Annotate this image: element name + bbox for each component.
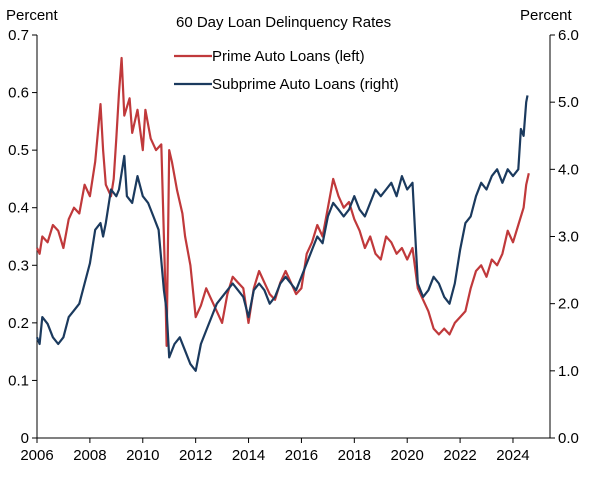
x-tick-label: 2016 <box>285 447 318 464</box>
right-tick-label: 6.0 <box>558 27 579 44</box>
x-tick-label: 2014 <box>232 447 265 464</box>
right-tick-label: 3.0 <box>558 229 579 246</box>
left-tick-label: 0.3 <box>8 257 29 274</box>
legend-label-subprime: Subprime Auto Loans (right) <box>212 76 399 93</box>
right-tick-label: 5.0 <box>558 94 579 111</box>
left-y-ticks: 0 0.1 0.2 0.3 0.4 0.5 0.6 0.7 <box>8 27 37 447</box>
x-tick-label: 2010 <box>126 447 159 464</box>
left-tick-label: 0.5 <box>8 142 29 159</box>
right-tick-label: 0.0 <box>558 430 579 447</box>
right-y-ticks: 0.0 1.0 2.0 3.0 4.0 5.0 6.0 <box>550 27 579 447</box>
x-tick-label: 2024 <box>496 447 529 464</box>
left-tick-label: 0.2 <box>8 315 29 332</box>
right-tick-label: 4.0 <box>558 161 579 178</box>
left-tick-label: 0.1 <box>8 372 29 389</box>
series-layer <box>35 56 530 372</box>
legend: Prime Auto Loans (left) Subprime Auto Lo… <box>174 48 399 93</box>
x-tick-label: 2006 <box>20 447 53 464</box>
right-tick-label: 2.0 <box>558 296 579 313</box>
left-tick-label: 0.4 <box>8 200 29 217</box>
left-axis-unit: Percent <box>6 7 59 24</box>
chart-title: 60 Day Loan Delinquency Rates <box>176 14 391 31</box>
right-axis-unit: Percent <box>520 7 573 24</box>
x-tick-label: 2008 <box>73 447 106 464</box>
chart-axes <box>36 35 551 439</box>
subprime-auto-loans-line <box>35 95 529 372</box>
x-tick-label: 2020 <box>391 447 424 464</box>
left-tick-label: 0.6 <box>8 85 29 102</box>
x-tick-label: 2018 <box>338 447 371 464</box>
legend-label-prime: Prime Auto Loans (left) <box>212 48 365 65</box>
x-tick-label: 2012 <box>179 447 212 464</box>
x-tick-label: 2022 <box>443 447 476 464</box>
right-tick-label: 1.0 <box>558 363 579 380</box>
prime-auto-loans-line <box>35 56 530 347</box>
left-tick-label: 0.7 <box>8 27 29 44</box>
left-tick-label: 0 <box>21 430 29 447</box>
x-ticks: 2006 2008 2010 2012 2014 2016 2018 2020 2022 2024 <box>20 438 530 464</box>
